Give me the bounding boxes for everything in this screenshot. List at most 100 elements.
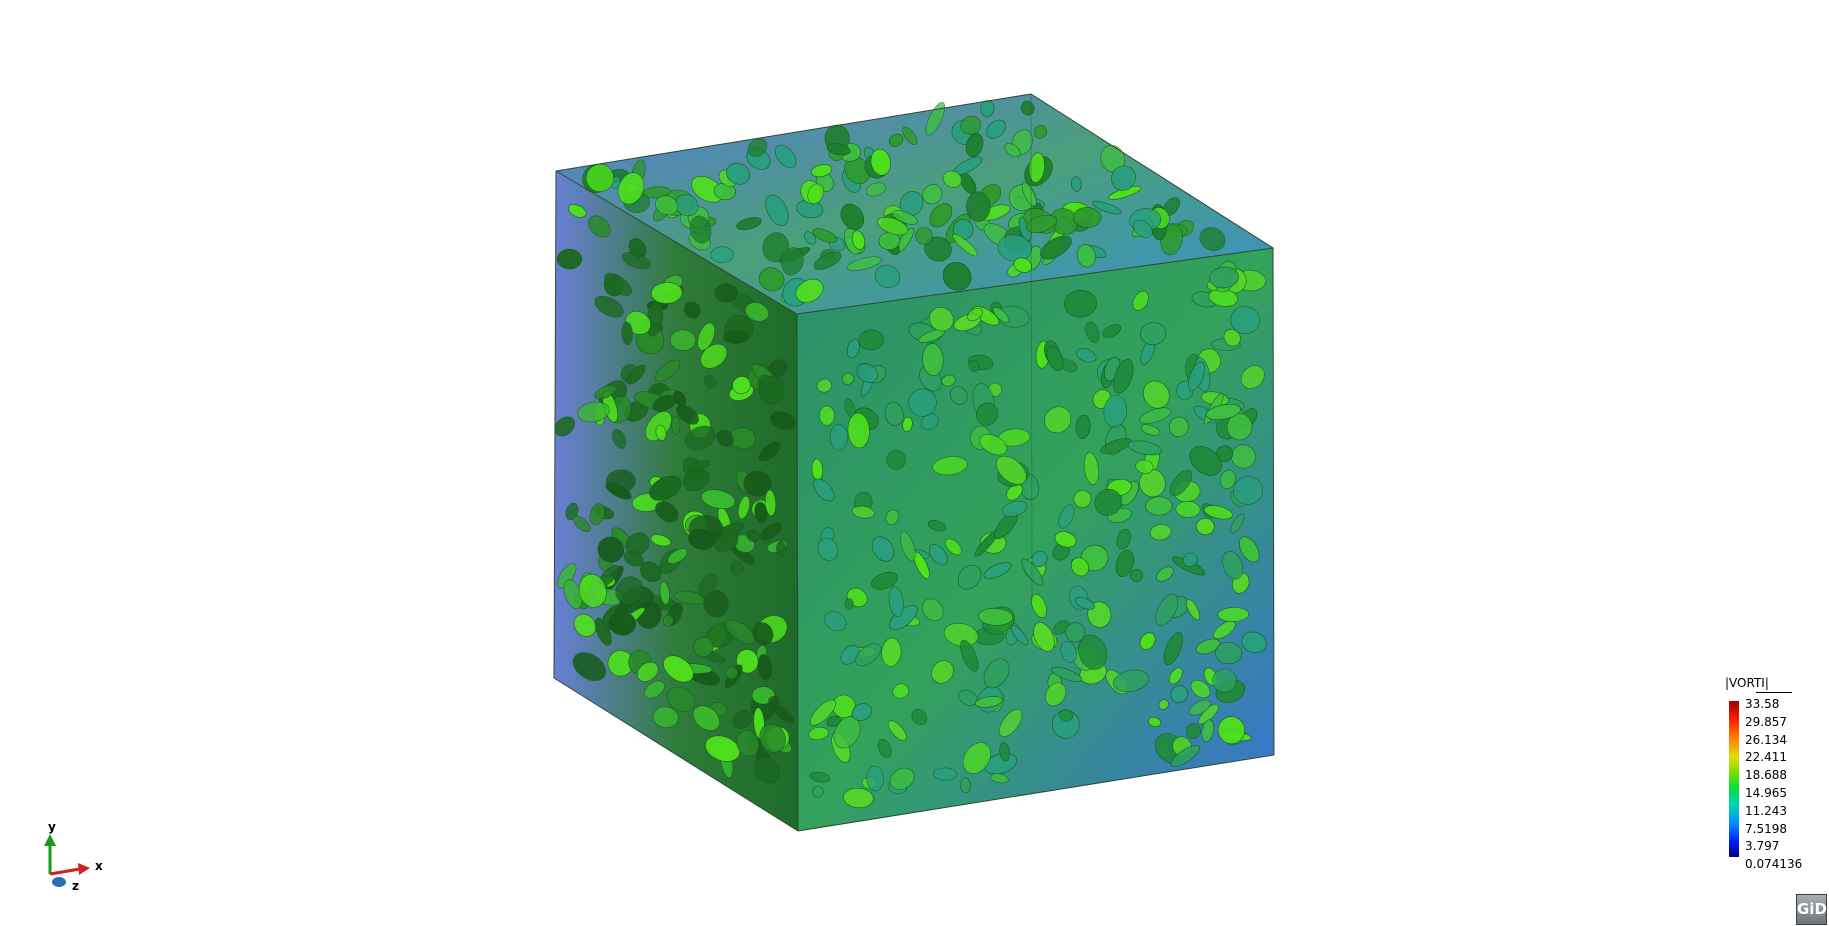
isosurface-blob xyxy=(655,195,679,216)
legend-value: 14.965 xyxy=(1745,785,1787,800)
isosurface-blob xyxy=(1111,165,1136,191)
isosurface-blob xyxy=(623,550,644,567)
isosurface-blob xyxy=(1059,709,1074,722)
isosurface-blob xyxy=(960,115,982,135)
isosurface-blob xyxy=(877,216,909,236)
isosurface-blob xyxy=(760,522,782,540)
isosurface-blob xyxy=(667,548,688,565)
isosurface-blob xyxy=(851,230,866,250)
isosurface-blob xyxy=(1083,452,1099,485)
legend-value: 33.58 xyxy=(1745,697,1780,711)
isosurface-blob xyxy=(565,502,579,521)
isosurface-blob xyxy=(1199,227,1226,251)
isosurface-blob xyxy=(567,204,587,218)
axis-triad[interactable]: y x z xyxy=(44,820,103,893)
isosurface-blob xyxy=(840,203,865,230)
z-axis-arrowhead xyxy=(52,877,66,887)
isosurface-blob xyxy=(654,359,680,382)
isosurface-blob xyxy=(844,598,854,610)
isosurface-blob xyxy=(703,375,717,389)
isosurface-blob xyxy=(701,489,736,510)
gid-logo-button[interactable]: GiD xyxy=(1796,894,1827,925)
isosurface-blob xyxy=(666,686,696,712)
isosurface-blob xyxy=(1065,622,1086,643)
isosurface-blob xyxy=(1217,716,1246,744)
isosurface-blob xyxy=(1196,517,1215,536)
isosurface-blob xyxy=(1070,176,1082,192)
isosurface-blob xyxy=(808,726,829,741)
isosurface-blob xyxy=(922,184,943,205)
isosurface-blob xyxy=(1113,669,1150,693)
isosurface-blob xyxy=(612,429,627,449)
isosurface-blob xyxy=(713,532,739,552)
isosurface-blob xyxy=(1213,620,1236,639)
isosurface-blob xyxy=(670,329,696,351)
isosurface-blob xyxy=(757,653,773,681)
isosurface-blob xyxy=(765,194,789,226)
isosurface-blob xyxy=(781,247,804,276)
isosurface-blob xyxy=(1226,413,1253,441)
isosurface-blob xyxy=(826,715,841,727)
isosurface-blob xyxy=(1158,699,1169,710)
isosurface-blob xyxy=(588,215,611,238)
isosurface-blob xyxy=(943,622,979,647)
isosurface-blob xyxy=(1188,361,1205,391)
z-axis-label: z xyxy=(72,879,79,893)
isosurface-blob xyxy=(998,708,1023,738)
isosurface-blob xyxy=(965,133,984,158)
isosurface-blob xyxy=(809,771,831,783)
isosurface-blob xyxy=(608,611,636,636)
isosurface-blob xyxy=(1201,719,1215,742)
isosurface-blob xyxy=(983,562,1012,579)
isosurface-blob xyxy=(1241,631,1267,654)
isosurface-blob xyxy=(1215,641,1242,665)
legend-value: 18.688 xyxy=(1745,768,1787,783)
isosurface-blob xyxy=(809,699,836,726)
isosurface-blob xyxy=(942,170,963,188)
isosurface-blob xyxy=(902,126,918,145)
color-legend: |VORTI| 33.58 29.857 26.134 22.411 18.68… xyxy=(1722,674,1822,874)
isosurface-blob xyxy=(1074,596,1095,610)
volume-cube[interactable] xyxy=(551,93,1275,832)
isosurface-blob xyxy=(776,541,787,558)
isosurface-blob xyxy=(886,450,906,470)
isosurface-blob xyxy=(1050,208,1078,235)
isosurface-blob xyxy=(997,234,1032,262)
isosurface-blob xyxy=(990,773,1009,784)
isosurface-blob xyxy=(944,538,962,556)
isosurface-blob xyxy=(810,164,833,178)
isosurface-blob xyxy=(643,680,665,699)
isosurface-blob xyxy=(846,256,882,271)
isosurface-blob xyxy=(986,119,1006,139)
isosurface-blob xyxy=(1058,504,1075,529)
isosurface-blob xyxy=(962,742,992,774)
isosurface-blob xyxy=(1143,380,1170,409)
isosurface-blob xyxy=(732,375,751,395)
isosurface-blob xyxy=(1139,632,1156,650)
isosurface-blob xyxy=(1140,424,1161,436)
isosurface-blob xyxy=(1212,668,1237,693)
isosurface-blob xyxy=(829,424,848,451)
legend-title-underline xyxy=(1756,692,1792,693)
isosurface-blob xyxy=(1170,745,1200,767)
isosurface-blob xyxy=(1130,569,1144,583)
isosurface-blob xyxy=(697,322,716,351)
isosurface-blob xyxy=(683,301,701,319)
isosurface-blob xyxy=(621,251,651,270)
isosurface-blob xyxy=(723,330,749,344)
isosurface-blob xyxy=(1150,523,1172,541)
isosurface-blob xyxy=(554,416,576,437)
isosurface-blob xyxy=(663,655,694,683)
isosurface-blob xyxy=(960,777,971,794)
isosurface-blob xyxy=(841,372,855,385)
isosurface-blob xyxy=(1155,593,1179,626)
isosurface-blob xyxy=(911,708,928,726)
isosurface-blob xyxy=(978,608,1013,626)
cube-edges xyxy=(553,93,1275,832)
isosurface-blob xyxy=(693,636,714,658)
isosurface-blob xyxy=(1006,483,1023,501)
isosurface-blob xyxy=(967,307,983,322)
x-axis-arrowhead xyxy=(78,863,90,875)
isosurface-blob xyxy=(865,182,887,197)
